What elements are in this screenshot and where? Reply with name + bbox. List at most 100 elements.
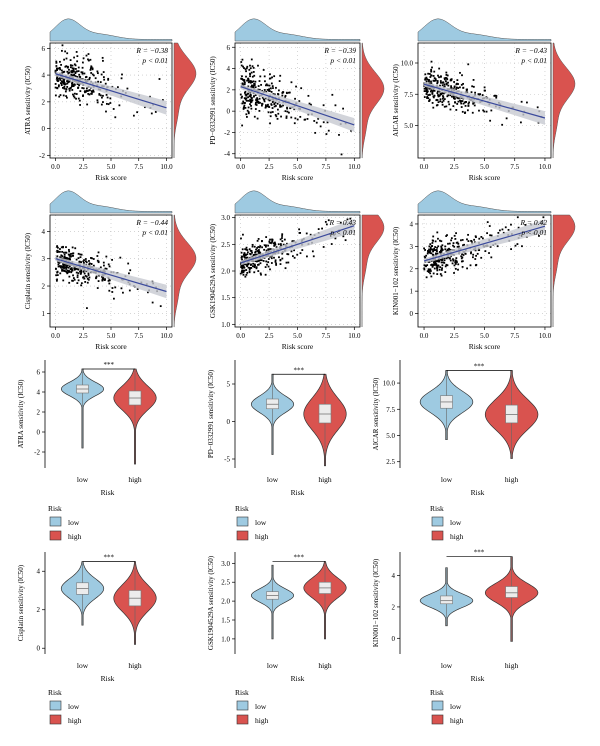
pvalue-annotation: p < 0.01 xyxy=(329,56,356,65)
data-point xyxy=(257,85,260,87)
data-point xyxy=(281,240,284,243)
data-point xyxy=(432,249,435,251)
x-tick-label: 0.0 xyxy=(51,163,60,171)
data-point xyxy=(284,96,286,99)
data-point xyxy=(77,252,80,255)
data-point xyxy=(434,79,437,82)
data-point xyxy=(255,98,258,101)
data-point xyxy=(257,270,260,272)
legend-title: Risk xyxy=(235,504,249,513)
data-point xyxy=(54,69,57,72)
data-point xyxy=(465,88,468,91)
data-point xyxy=(245,99,248,102)
data-point xyxy=(279,105,282,108)
significance-label: *** xyxy=(104,554,115,562)
data-point xyxy=(432,75,435,77)
top-marginal-density xyxy=(234,18,361,42)
data-point xyxy=(268,240,271,243)
data-point xyxy=(453,245,456,248)
data-point xyxy=(60,266,62,269)
data-point xyxy=(442,97,444,100)
data-point xyxy=(104,82,107,85)
scatter-panel-4: 0.0 2.5 5.0 7.5 10.0 1 2 3 4 Risk score Cisplatin … xyxy=(24,190,197,351)
data-point xyxy=(489,119,492,122)
data-point xyxy=(151,301,154,304)
data-point xyxy=(58,95,61,98)
data-point xyxy=(270,111,272,114)
violin-panel-3: *** 2.5 5.0 7.5 10.0 low high Risk AICAR sensiti… xyxy=(372,360,539,497)
data-point xyxy=(81,87,84,89)
data-point xyxy=(254,103,257,106)
data-point xyxy=(447,100,450,103)
data-point xyxy=(436,92,439,95)
data-point xyxy=(246,116,248,118)
data-point xyxy=(265,90,268,93)
data-point xyxy=(308,102,311,105)
correlation-annotation: R = −0.39 xyxy=(323,46,356,55)
x-axis-label: Risk score xyxy=(95,342,127,351)
data-point xyxy=(87,58,89,61)
data-point xyxy=(461,110,464,113)
x-tick-label: 10.0 xyxy=(539,163,552,171)
x-tick-label: 2.5 xyxy=(450,163,459,171)
legend-label-high: high xyxy=(68,532,82,541)
data-point xyxy=(286,110,289,113)
data-point xyxy=(310,103,312,106)
legend-label-low: low xyxy=(68,518,80,527)
y-tick-label: 2 xyxy=(392,603,396,611)
data-point xyxy=(425,276,428,279)
data-point xyxy=(250,84,253,87)
data-point xyxy=(274,243,277,246)
data-point xyxy=(77,66,80,69)
data-point xyxy=(428,261,431,263)
legend-label-low: low xyxy=(450,518,462,527)
data-point xyxy=(68,80,71,83)
data-point xyxy=(306,118,309,120)
data-point xyxy=(441,101,444,104)
data-point xyxy=(264,266,267,268)
data-point xyxy=(57,261,60,264)
data-point xyxy=(453,97,455,99)
data-point xyxy=(56,76,59,79)
data-point xyxy=(486,221,489,224)
data-point xyxy=(514,244,517,247)
data-point xyxy=(55,279,58,282)
data-point xyxy=(247,96,249,99)
data-point xyxy=(435,104,438,107)
data-point xyxy=(456,79,459,81)
significance-label: *** xyxy=(294,553,305,561)
data-point xyxy=(278,256,280,259)
data-point xyxy=(107,78,110,81)
data-point xyxy=(478,109,480,112)
data-point xyxy=(65,57,68,60)
data-point xyxy=(101,56,104,59)
data-point xyxy=(273,244,276,246)
data-point xyxy=(84,90,86,93)
data-point xyxy=(71,74,74,77)
correlation-annotation: R = 0.43 xyxy=(328,218,356,227)
data-point xyxy=(279,74,282,77)
data-point xyxy=(88,78,91,81)
legend-swatch-high xyxy=(49,714,62,725)
data-point xyxy=(72,95,75,98)
data-point xyxy=(472,79,475,81)
x-tick-label: 7.5 xyxy=(322,163,331,171)
data-point xyxy=(77,268,80,271)
data-point xyxy=(433,261,435,263)
data-point xyxy=(461,253,463,256)
data-point xyxy=(240,64,243,67)
data-point xyxy=(67,72,70,75)
legend-title: Risk xyxy=(235,688,249,697)
data-point xyxy=(242,264,245,267)
y-tick-label: -2 xyxy=(39,152,45,160)
data-point xyxy=(270,241,273,244)
data-point xyxy=(76,76,79,78)
data-point xyxy=(277,112,280,115)
data-point xyxy=(457,87,460,89)
data-point xyxy=(430,248,432,251)
data-point xyxy=(280,105,283,108)
data-point xyxy=(460,255,463,258)
pvalue-annotation: p < 0.01 xyxy=(520,228,547,237)
data-point xyxy=(461,100,464,102)
data-point xyxy=(426,264,429,267)
